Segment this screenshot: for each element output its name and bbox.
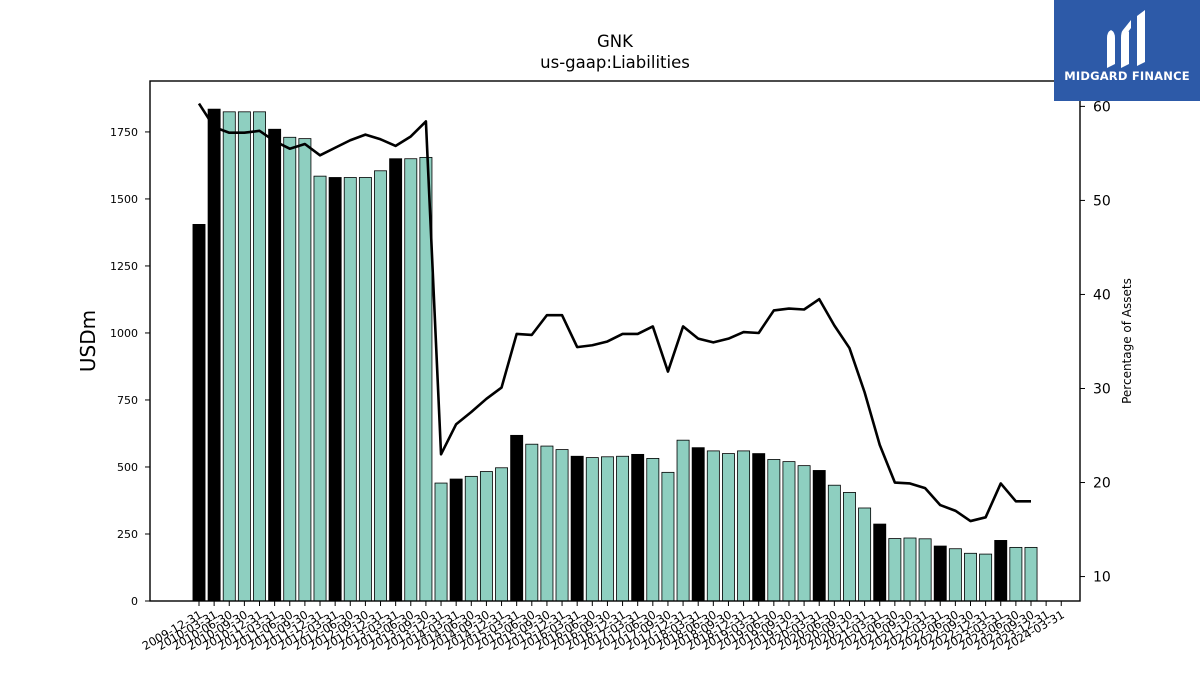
- bar: [933, 545, 947, 602]
- y-tick-label: 1250: [110, 260, 138, 273]
- bar: [525, 443, 539, 602]
- bar: [616, 455, 630, 602]
- bar: [585, 457, 599, 602]
- bar: [888, 538, 902, 602]
- y-tick-label: 1750: [110, 126, 138, 139]
- bar: [540, 445, 554, 602]
- bar: [964, 552, 977, 602]
- y-tick-label: 250: [117, 528, 138, 541]
- bar: [207, 108, 221, 602]
- bar: [328, 177, 342, 602]
- bars-group: [192, 108, 1038, 602]
- bar: [767, 459, 781, 602]
- bar: [253, 111, 266, 602]
- bar: [389, 158, 403, 602]
- bar: [661, 471, 675, 602]
- y2-tick-label: 20: [1093, 476, 1111, 492]
- bar: [903, 537, 917, 602]
- y-tick-label: 1000: [110, 327, 138, 340]
- y2-tick-label: 10: [1093, 570, 1111, 586]
- bar: [676, 439, 690, 602]
- bar: [1024, 546, 1038, 602]
- bar: [404, 158, 418, 602]
- plot-frame: [149, 80, 1081, 602]
- y2-tick-label: 40: [1093, 287, 1111, 303]
- bar: [237, 111, 251, 602]
- bar: [752, 453, 766, 602]
- bar: [858, 507, 872, 602]
- y-tick-label: 500: [117, 461, 138, 474]
- percentage-line: [197, 102, 1031, 523]
- bar: [495, 467, 508, 602]
- bar: [358, 177, 372, 602]
- y-tick-label: 750: [117, 394, 138, 407]
- bar: [722, 453, 735, 602]
- bar: [555, 449, 569, 602]
- bar: [797, 465, 811, 602]
- bar: [283, 136, 297, 602]
- logo-mark-icon: [1107, 10, 1145, 68]
- y2-tick-label: 30: [1093, 381, 1111, 397]
- axes-group: 0250500750100012501500175010203040506020…: [110, 80, 1111, 653]
- bar: [994, 540, 1008, 602]
- bar: [948, 548, 962, 602]
- bar: [646, 457, 660, 602]
- bar: [222, 111, 236, 602]
- bar: [706, 450, 720, 602]
- bar: [298, 138, 312, 602]
- midgard-finance-logo: MIDGARD FINANCE: [1054, 0, 1200, 101]
- bar: [631, 453, 645, 602]
- bar: [192, 223, 206, 602]
- bar: [570, 455, 584, 602]
- bar: [691, 447, 705, 602]
- y-axis-label: USDm: [76, 310, 100, 372]
- bar: [343, 177, 357, 602]
- bar: [979, 553, 993, 602]
- bar: [479, 471, 493, 602]
- bar: [812, 470, 826, 602]
- bar: [1009, 546, 1023, 602]
- bar: [782, 461, 796, 602]
- bar: [510, 434, 524, 602]
- y2-tick-label: 60: [1093, 99, 1111, 115]
- bar: [843, 492, 856, 602]
- bar: [313, 175, 327, 602]
- bar: [449, 478, 463, 602]
- line-group: [197, 102, 1031, 523]
- bar: [873, 523, 887, 602]
- chart-subtitle: us-gaap:Liabilities: [540, 53, 690, 72]
- bar: [434, 482, 448, 602]
- y2-tick-label: 50: [1093, 193, 1111, 209]
- chart-title: GNK: [597, 32, 633, 51]
- bar: [600, 456, 614, 602]
- bar: [737, 450, 751, 602]
- bar: [918, 538, 932, 602]
- y-tick-label: 0: [131, 595, 138, 608]
- y2-axis-label: Percentage of Assets: [1120, 278, 1134, 404]
- bar: [464, 475, 478, 602]
- bar: [268, 128, 282, 602]
- bar: [374, 170, 387, 602]
- logo-text: MIDGARD FINANCE: [1064, 69, 1190, 83]
- y-tick-label: 1500: [110, 193, 138, 206]
- bar: [827, 484, 841, 602]
